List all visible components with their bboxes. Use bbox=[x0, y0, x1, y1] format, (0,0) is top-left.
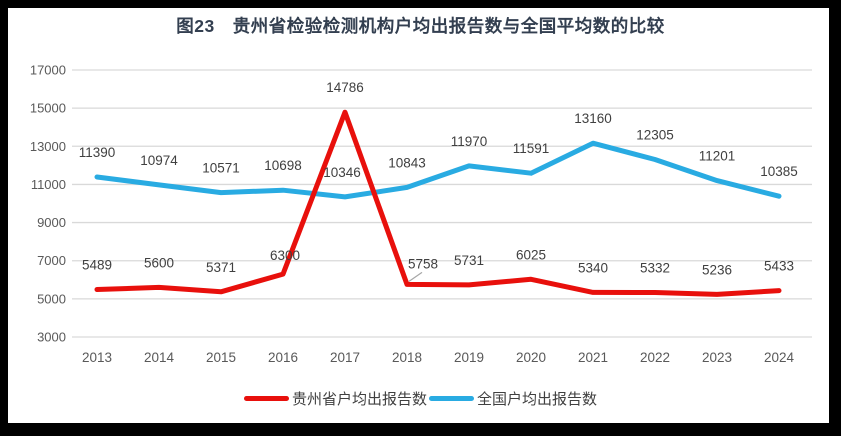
data-label: 6300 bbox=[270, 248, 300, 263]
data-label: 10571 bbox=[202, 161, 240, 176]
y-tick-label: 3000 bbox=[37, 330, 66, 345]
y-tick-label: 11000 bbox=[31, 177, 66, 192]
data-label: 10698 bbox=[264, 158, 302, 173]
legend-line-swatch-national bbox=[429, 396, 474, 401]
data-label: 12305 bbox=[636, 128, 674, 143]
legend-item-national: 全国户均出报告数 bbox=[429, 388, 597, 409]
x-tick-label: 2018 bbox=[392, 350, 422, 365]
y-tick-label: 17000 bbox=[30, 63, 66, 78]
data-label: 5340 bbox=[578, 260, 608, 275]
data-label: 5236 bbox=[702, 262, 732, 277]
data-label: 5332 bbox=[640, 261, 670, 276]
x-tick-label: 2022 bbox=[640, 350, 670, 365]
data-label: 10843 bbox=[388, 155, 426, 170]
x-tick-label: 2024 bbox=[764, 350, 795, 365]
x-tick-label: 2023 bbox=[702, 350, 732, 365]
data-label: 13160 bbox=[574, 111, 612, 126]
series-line-guizhou bbox=[94, 109, 782, 297]
chart-panel bbox=[8, 8, 829, 423]
leader-line bbox=[408, 271, 423, 282]
data-label: 5600 bbox=[144, 255, 174, 270]
data-label: 11970 bbox=[451, 134, 488, 149]
chart-title: 图23 贵州省检验检测机构户均出报告数与全国平均数的比较 bbox=[176, 16, 665, 36]
data-label: 10346 bbox=[323, 165, 361, 180]
data-label: 10974 bbox=[140, 153, 178, 168]
x-tick-label: 2014 bbox=[144, 350, 175, 365]
legend-label-guizhou: 贵州省户均出报告数 bbox=[291, 391, 427, 408]
y-tick-label: 5000 bbox=[37, 291, 66, 306]
legend-label-national: 全国户均出报告数 bbox=[477, 391, 598, 408]
series-line-national bbox=[94, 140, 782, 200]
x-tick-label: 2016 bbox=[268, 350, 298, 365]
y-tick-label: 15000 bbox=[30, 101, 66, 116]
y-tick-label: 13000 bbox=[30, 139, 66, 154]
legend-line-swatch-guizhou bbox=[243, 396, 289, 401]
data-label: 14786 bbox=[326, 80, 364, 95]
x-tick-label: 2015 bbox=[206, 350, 236, 365]
data-label: 5371 bbox=[206, 260, 236, 275]
data-label: 11201 bbox=[699, 149, 736, 164]
data-label: 6025 bbox=[516, 247, 546, 262]
y-tick-label: 7000 bbox=[37, 253, 66, 268]
chart-legend: 贵州省户均出报告数 全国户均出报告数 bbox=[0, 388, 841, 409]
legend-item-guizhou: 贵州省户均出报告数 bbox=[243, 388, 427, 409]
data-label: 11591 bbox=[513, 141, 550, 156]
x-tick-label: 2020 bbox=[516, 350, 546, 365]
y-tick-label: 9000 bbox=[37, 215, 66, 230]
x-tick-label: 2017 bbox=[330, 350, 360, 365]
x-tick-label: 2021 bbox=[578, 350, 608, 365]
x-tick-label: 2019 bbox=[454, 350, 484, 365]
data-label: 5731 bbox=[454, 253, 484, 268]
data-label: 5489 bbox=[82, 258, 112, 273]
x-tick-label: 2013 bbox=[82, 350, 112, 365]
data-label: 10385 bbox=[760, 164, 798, 179]
data-label: 11390 bbox=[79, 145, 116, 160]
data-label: 5758 bbox=[408, 256, 438, 271]
data-label: 5433 bbox=[764, 259, 794, 274]
